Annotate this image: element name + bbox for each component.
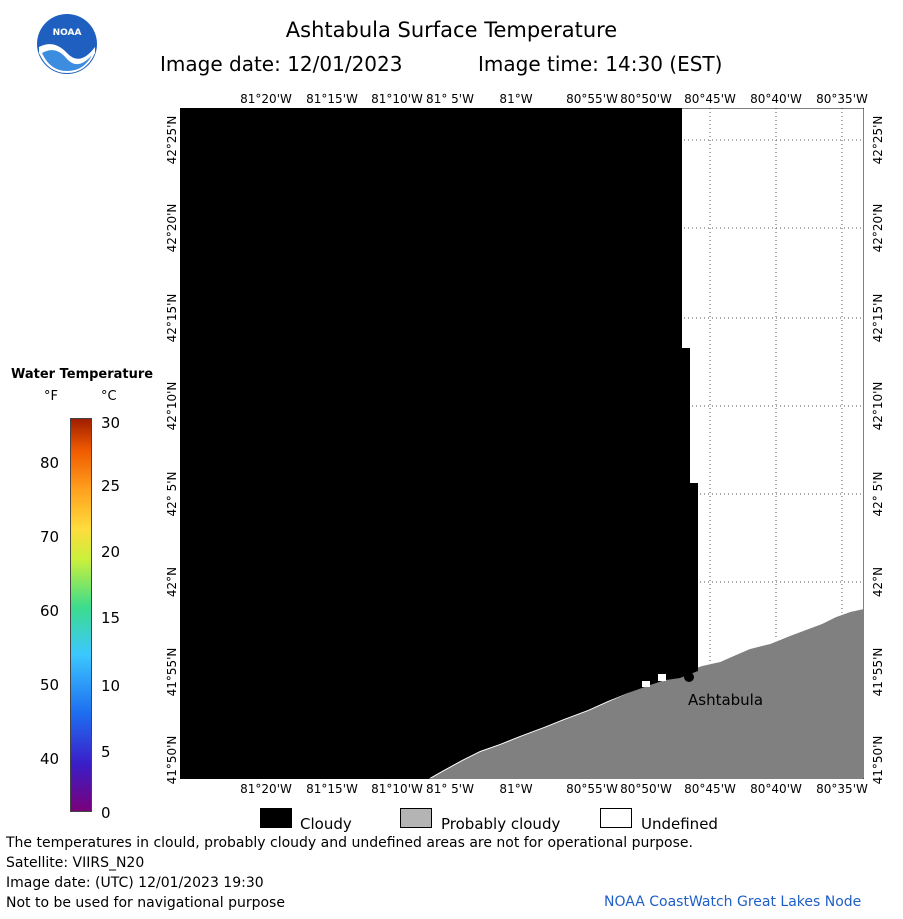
- cloudy-label: Cloudy: [300, 815, 352, 833]
- lon-tick-bottom: 81°10'W: [371, 782, 423, 796]
- lat-tick-left: 41°55'N: [165, 647, 179, 697]
- lon-tick-bottom: 81° 5'W: [426, 782, 474, 796]
- lon-tick-bottom: 81°W: [499, 782, 533, 796]
- lon-tick-bottom: 80°35'W: [816, 782, 868, 796]
- image-time: Image time: 14:30 (EST): [478, 52, 723, 76]
- probably-cloudy-swatch: [400, 808, 432, 828]
- station-label: Ashtabula: [688, 691, 764, 709]
- lon-tick-top: 80°55'W: [566, 92, 618, 106]
- lon-tick-top: 81°15'W: [306, 92, 358, 106]
- lat-tick-right: 41°55'N: [871, 647, 885, 697]
- fahrenheit-label: 80: [40, 454, 60, 472]
- lon-tick-top: 81°10'W: [371, 92, 423, 106]
- probably-cloudy-label: Probably cloudy: [441, 815, 561, 833]
- lat-tick-right: 41°50'N: [871, 735, 885, 785]
- lon-tick-top: 80°35'W: [816, 92, 868, 106]
- lat-tick-right: 42°15'N: [871, 293, 885, 343]
- legend-title: Water Temperature: [11, 367, 154, 382]
- celsius-label: 5: [101, 743, 111, 761]
- noaa-logo-icon: NOAA: [37, 14, 97, 74]
- undefined-label: Undefined: [641, 815, 718, 833]
- fahrenheit-label: 50: [40, 676, 60, 694]
- disclaimer-text: The temperatures in clould, probably clo…: [6, 835, 693, 851]
- lat-tick-right: 42°N: [871, 566, 885, 598]
- lon-tick-top: 80°45'W: [684, 92, 736, 106]
- lon-tick-bottom: 80°55'W: [566, 782, 618, 796]
- lat-tick-right: 42°20'N: [871, 203, 885, 253]
- celsius-label: 20: [101, 543, 121, 561]
- utc-date-text: Image date: (UTC) 12/01/2023 19:30: [6, 875, 264, 891]
- lon-tick-bottom: 80°40'W: [750, 782, 802, 796]
- undefined-pixel: [658, 674, 666, 681]
- image-date: Image date: 12/01/2023: [160, 52, 403, 76]
- cloudy-swatch: [260, 808, 292, 828]
- lat-tick-left: 42°20'N: [165, 203, 179, 253]
- celsius-label: 25: [101, 477, 121, 495]
- lat-tick-right: 42° 5'N: [871, 471, 885, 517]
- undefined-swatch: [600, 808, 632, 828]
- lat-tick-left: 42°25'N: [165, 115, 179, 165]
- celsius-label: 0: [101, 804, 111, 822]
- lat-tick-left: 42°10'N: [165, 381, 179, 431]
- logo-text: NOAA: [53, 28, 82, 38]
- lon-tick-bottom: 81°20'W: [240, 782, 292, 796]
- credit-link[interactable]: NOAA CoastWatch Great Lakes Node: [604, 894, 862, 910]
- lon-tick-bottom: 80°50'W: [620, 782, 672, 796]
- lon-tick-top: 81°W: [499, 92, 533, 106]
- lon-tick-top: 80°50'W: [620, 92, 672, 106]
- celsius-label: 10: [101, 677, 121, 695]
- unit-celsius: °C: [101, 389, 117, 404]
- celsius-label: 30: [101, 414, 121, 432]
- lat-tick-left: 41°50'N: [165, 735, 179, 785]
- lon-tick-bottom: 80°45'W: [684, 782, 736, 796]
- lon-tick-top: 81° 5'W: [426, 92, 474, 106]
- lon-tick-bottom: 81°15'W: [306, 782, 358, 796]
- fahrenheit-label: 60: [40, 602, 60, 620]
- satellite-text: Satellite: VIIRS_N20: [6, 855, 145, 871]
- map-title: Ashtabula Surface Temperature: [285, 18, 618, 42]
- temperature-colorbar: [70, 418, 92, 812]
- lat-tick-left: 42°15'N: [165, 293, 179, 343]
- fahrenheit-label: 70: [40, 528, 60, 546]
- ashtabula-station-marker[interactable]: [684, 672, 694, 682]
- cloudy-area: [180, 108, 698, 779]
- celsius-label: 15: [101, 609, 121, 627]
- lat-tick-right: 42°25'N: [871, 115, 885, 165]
- lon-tick-top: 81°20'W: [240, 92, 292, 106]
- navigation-warning: Not to be used for navigational purpose: [6, 895, 285, 911]
- unit-fahrenheit: °F: [44, 389, 58, 404]
- temperature-map: [180, 108, 864, 779]
- lat-tick-right: 42°10'N: [871, 381, 885, 431]
- lat-tick-left: 42°N: [165, 566, 179, 598]
- fahrenheit-label: 40: [40, 750, 60, 768]
- lat-tick-left: 42° 5'N: [165, 471, 179, 517]
- lon-tick-top: 80°40'W: [750, 92, 802, 106]
- undefined-pixel: [642, 681, 650, 687]
